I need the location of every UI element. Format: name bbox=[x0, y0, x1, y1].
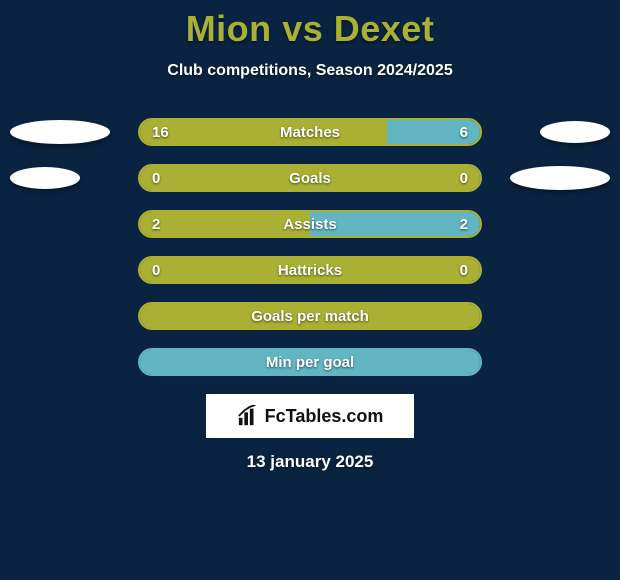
logo-prefix: Fc bbox=[265, 406, 286, 426]
logo-suffix: .com bbox=[341, 406, 383, 426]
stat-row: Matches166 bbox=[0, 118, 620, 146]
stat-bar-fill-left bbox=[140, 258, 480, 282]
stat-bar-fill-left bbox=[140, 120, 387, 144]
stat-bar-fill-right bbox=[387, 120, 480, 144]
stat-ellipse-right bbox=[510, 166, 610, 190]
site-logo: FcTables.com bbox=[206, 394, 414, 438]
stat-bar: Matches166 bbox=[138, 118, 482, 146]
stat-bar: Hattricks00 bbox=[138, 256, 482, 284]
stat-bar: Assists22 bbox=[138, 210, 482, 238]
player-a-name: Mion bbox=[186, 8, 272, 49]
stat-bar-fill-left bbox=[140, 166, 480, 190]
logo-bold: Tables bbox=[286, 406, 342, 426]
logo-text: FcTables.com bbox=[265, 406, 384, 427]
vs-text: vs bbox=[282, 8, 323, 49]
stat-row: Assists22 bbox=[0, 210, 620, 238]
player-b-name: Dexet bbox=[334, 8, 435, 49]
stat-ellipse-right bbox=[540, 121, 610, 143]
stat-bar: Goals00 bbox=[138, 164, 482, 192]
stat-bar-fill-left bbox=[140, 212, 310, 236]
stat-ellipse-left bbox=[10, 167, 80, 189]
stat-ellipse-left bbox=[10, 120, 110, 144]
stat-bar-fill-right bbox=[140, 350, 480, 374]
stat-row: Goals per match bbox=[0, 302, 620, 330]
page-title: Mion vs Dexet bbox=[0, 0, 620, 50]
subtitle: Club competitions, Season 2024/2025 bbox=[0, 62, 620, 80]
stat-bar: Goals per match bbox=[138, 302, 482, 330]
date-label: 13 january 2025 bbox=[0, 452, 620, 472]
stat-bar-fill-left bbox=[140, 304, 480, 328]
comparison-bars: Matches166 Goals00 Assists22 Hattricks00 Goa… bbox=[0, 118, 620, 376]
stat-bar: Min per goal bbox=[138, 348, 482, 376]
stat-row: Goals00 bbox=[0, 164, 620, 192]
stat-bar-fill-right bbox=[310, 212, 480, 236]
stat-row: Hattricks00 bbox=[0, 256, 620, 284]
chart-icon bbox=[237, 405, 259, 427]
stat-row: Min per goal bbox=[0, 348, 620, 376]
